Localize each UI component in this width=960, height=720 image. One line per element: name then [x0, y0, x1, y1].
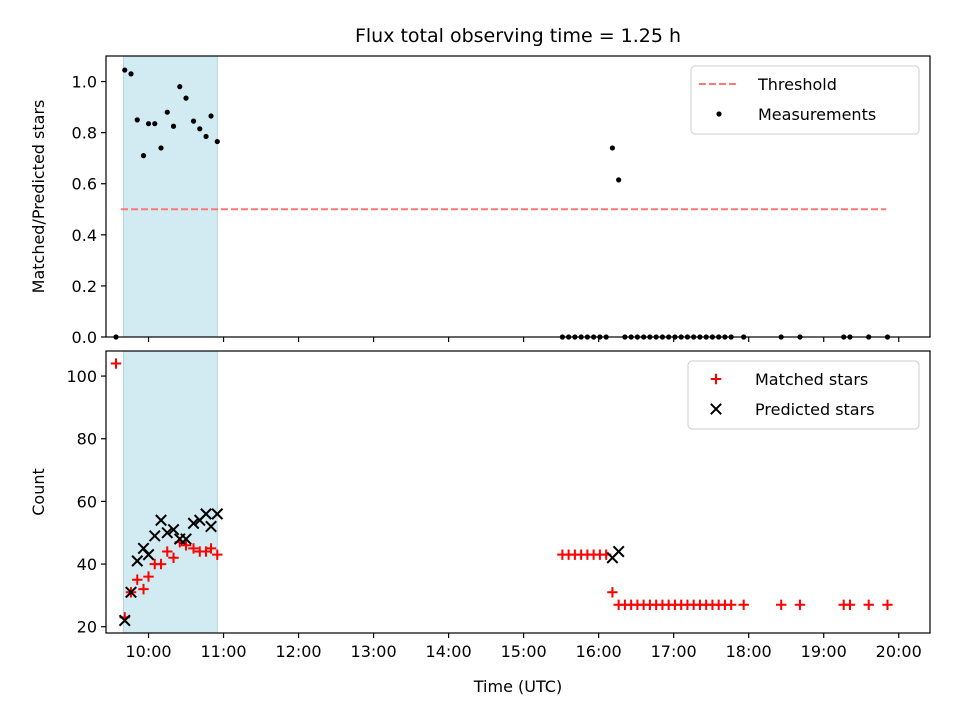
- y-tick-label: 0.0: [72, 328, 97, 347]
- data-point: [155, 558, 167, 570]
- y-tick-label: 100: [66, 367, 97, 386]
- y-tick-label: 60: [77, 492, 97, 511]
- data-point: [142, 548, 155, 561]
- legend-marker-swatch: [716, 111, 722, 117]
- data-point: [190, 118, 197, 124]
- axes-frame: [105, 350, 931, 634]
- data-point: [208, 113, 214, 119]
- data-point: [609, 145, 616, 151]
- y-tick-label: 40: [77, 555, 97, 574]
- data-point: [616, 177, 622, 183]
- data-point: [134, 117, 140, 123]
- data-point: [205, 543, 217, 554]
- data-point: [607, 587, 618, 598]
- data-point: [180, 533, 192, 545]
- y-tick-label: 20: [77, 618, 97, 637]
- series-predicted-stars: [118, 508, 625, 627]
- figure-title: Flux total observing time = 1.25 h: [355, 25, 681, 47]
- data-point: [140, 153, 147, 159]
- data-point: [143, 571, 154, 582]
- y-tick-label: 0.6: [72, 175, 97, 194]
- legend-box: [690, 65, 920, 135]
- data-point: [725, 599, 737, 610]
- data-point: [212, 549, 223, 560]
- data-point: [211, 508, 224, 520]
- data-point: [161, 526, 174, 539]
- y-tick-label: 1.0: [72, 73, 97, 92]
- data-point: [110, 358, 122, 369]
- data-point: [132, 574, 143, 585]
- legend-box: [687, 360, 920, 430]
- data-point: [138, 583, 149, 595]
- data-point: [214, 138, 220, 145]
- legend-label: Threshold: [757, 75, 837, 94]
- data-point: [187, 517, 200, 530]
- legend-marker-swatch: [710, 403, 722, 415]
- bottom-panel: 20 40 60 80 100 10:00 11:00 12:00 13:00 14:00 15:0…: [29, 350, 931, 696]
- data-point: [145, 121, 152, 127]
- data-point: [183, 95, 189, 101]
- data-point: [125, 586, 137, 599]
- data-point: [794, 599, 806, 610]
- data-point: [122, 67, 128, 73]
- data-point: [162, 546, 173, 557]
- axes-frame: [105, 55, 931, 338]
- shaded-interval: [123, 350, 218, 634]
- x-tick-label: 14:00: [426, 642, 472, 661]
- top-panel: 0.0 0.2 0.4 0.6 0.8 1.0 Matched/Predicted star…: [29, 55, 931, 347]
- data-point: [188, 543, 199, 554]
- x-axis-title: Time (UTC): [473, 677, 562, 696]
- data-point: [205, 520, 217, 533]
- data-point: [152, 121, 158, 127]
- y-tick-label: 0.2: [72, 277, 97, 296]
- x-tick-label: 13:00: [351, 642, 397, 661]
- series-matched-stars: [110, 358, 893, 623]
- data-point: [863, 599, 874, 610]
- y-tick-label: 0.4: [72, 226, 97, 245]
- x-tick-label: 17:00: [651, 642, 697, 661]
- data-point: [131, 555, 144, 567]
- data-point: [776, 599, 787, 610]
- x-tick-label: 12:00: [276, 642, 322, 661]
- x-tick-label: 15:00: [501, 642, 547, 661]
- data-point: [155, 514, 167, 527]
- data-point: [203, 133, 209, 140]
- data-point: [844, 599, 856, 610]
- data-point: [180, 540, 192, 551]
- legend-label: Predicted stars: [755, 400, 875, 419]
- y-axis-title: Matched/Predicted stars: [29, 100, 48, 294]
- x-tick-label: 16:00: [576, 642, 622, 661]
- data-point: [128, 71, 134, 77]
- data-point: [164, 109, 170, 115]
- shaded-interval: [123, 55, 218, 338]
- data-point: [197, 126, 203, 132]
- legend-label: Matched stars: [755, 370, 868, 389]
- data-point: [158, 145, 164, 151]
- data-point: [738, 599, 749, 610]
- data-point: [170, 123, 177, 129]
- x-tick-label: 19:00: [801, 642, 847, 661]
- data-point: [148, 529, 161, 542]
- legend-marker-swatch: [710, 373, 722, 385]
- y-tick-label: 80: [77, 430, 97, 449]
- data-point: [177, 84, 183, 90]
- data-point: [882, 599, 893, 610]
- data-point: [118, 614, 131, 627]
- data-point: [168, 552, 179, 563]
- legend: Threshold Measurements: [690, 65, 920, 135]
- legend: Matched stars Predicted stars: [687, 360, 920, 430]
- x-tick-label: 18:00: [726, 642, 772, 661]
- legend-label: Measurements: [758, 105, 876, 124]
- x-tick-label: 20:00: [876, 642, 922, 661]
- data-point: [612, 545, 625, 558]
- data-point: [167, 523, 180, 536]
- y-tick-label: 0.8: [72, 124, 97, 143]
- x-tick-label: 11:00: [200, 642, 246, 661]
- y-axis-title: Count: [29, 468, 48, 516]
- x-tick-label: 10:00: [125, 642, 171, 661]
- data-point: [200, 508, 212, 520]
